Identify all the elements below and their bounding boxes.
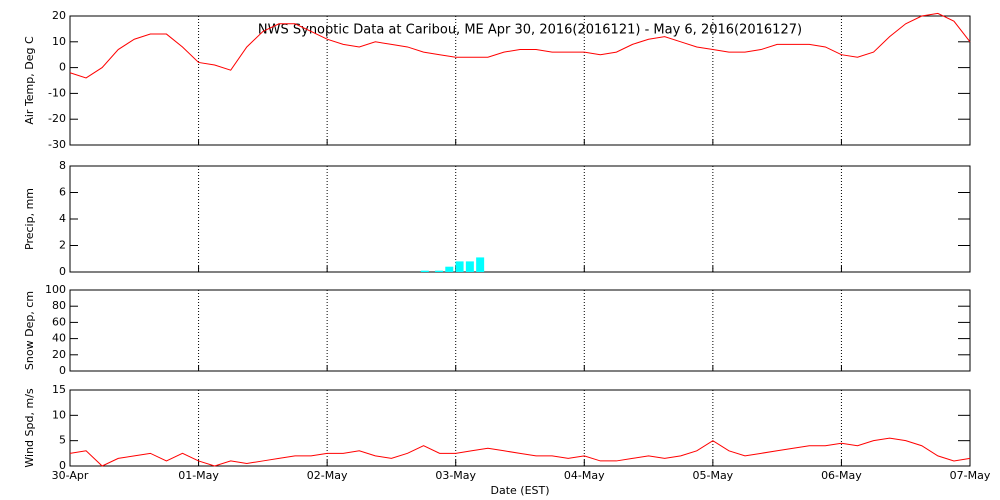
y-axis-label: Precip, mm <box>23 188 36 250</box>
y-tick-label: 20 <box>52 348 66 361</box>
bar <box>435 270 443 272</box>
y-tick-label: -30 <box>48 138 66 151</box>
y-tick-label: 10 <box>52 35 66 48</box>
x-tick-label: 01-May <box>178 469 219 482</box>
y-tick-label: 6 <box>59 186 66 199</box>
y-tick-label: 20 <box>52 9 66 22</box>
data-line <box>69 437 971 467</box>
y-axis-label: Air Temp, Deg C <box>23 36 36 125</box>
x-axis-label: Date (EST) <box>490 484 549 497</box>
bar <box>420 270 429 272</box>
y-tick-label: 0 <box>59 265 66 278</box>
y-tick-label: 8 <box>59 159 66 172</box>
y-tick-label: 0 <box>59 364 66 377</box>
y-tick-label: -20 <box>48 112 66 125</box>
data-line <box>69 12 971 79</box>
y-axis-label: Wind Spd, m/s <box>23 388 36 468</box>
y-tick-label: 5 <box>59 434 66 447</box>
y-tick-label: 0 <box>59 459 66 472</box>
plot-frame <box>69 15 971 146</box>
x-tick-label: 02-May <box>307 469 348 482</box>
y-tick-label: 4 <box>59 212 66 225</box>
x-tick-label: 06-May <box>821 469 862 482</box>
y-tick-label: 40 <box>52 332 66 345</box>
x-tick-label: 03-May <box>435 469 476 482</box>
y-tick-label: -10 <box>48 86 66 99</box>
y-tick-label: 15 <box>52 383 66 396</box>
y-tick-label: 0 <box>59 61 66 74</box>
y-tick-label: 100 <box>45 283 66 296</box>
chart-title: NWS Synoptic Data at Caribou, ME Apr 30,… <box>258 23 802 38</box>
y-tick-label: 60 <box>52 315 66 328</box>
bar <box>445 266 454 272</box>
plot-frame <box>69 289 971 372</box>
bar <box>455 261 464 272</box>
y-tick-label: 2 <box>59 239 66 252</box>
plot-frame <box>69 389 971 467</box>
x-tick-label: 07-May <box>950 469 991 482</box>
y-tick-label: 10 <box>52 408 66 421</box>
x-tick-label: 30-Apr <box>52 469 89 482</box>
x-tick-label: 05-May <box>692 469 733 482</box>
bar <box>465 261 474 272</box>
y-axis-label: Snow Dep, cm <box>23 291 36 370</box>
x-tick-label: 04-May <box>564 469 605 482</box>
y-tick-label: 80 <box>52 299 66 312</box>
bar <box>476 257 485 272</box>
